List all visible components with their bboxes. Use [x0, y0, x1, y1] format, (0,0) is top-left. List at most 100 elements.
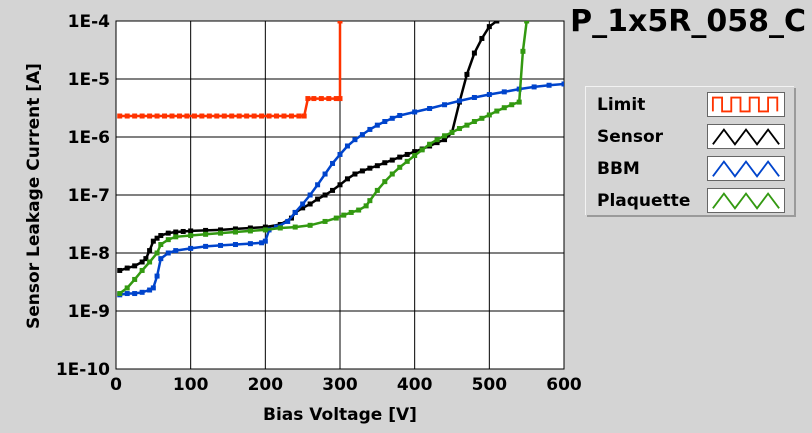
- data-point-plaquette: [158, 242, 164, 248]
- series-layer: [117, 21, 564, 298]
- data-point-plaquette: [117, 291, 123, 297]
- legend-swatch-sensor: [707, 124, 785, 149]
- legend-item-limit[interactable]: Limit: [586, 89, 794, 121]
- data-point-limit: [132, 113, 138, 119]
- data-point-sensor: [139, 259, 145, 265]
- data-point-plaquette: [188, 233, 194, 239]
- data-point-sensor: [165, 230, 171, 236]
- data-point-limit: [199, 113, 205, 119]
- data-point-sensor: [352, 171, 358, 177]
- data-point-bbm: [154, 273, 160, 279]
- data-point-sensor: [262, 224, 268, 230]
- data-point-bbm: [147, 287, 153, 293]
- x-tick-label: 400: [397, 375, 433, 395]
- data-point-sensor: [154, 235, 160, 241]
- data-point-limit: [214, 113, 220, 119]
- data-point-bbm: [132, 291, 138, 297]
- data-point-bbm: [427, 106, 433, 112]
- legend-line-bbm: [712, 160, 780, 178]
- data-point-bbm: [315, 182, 321, 188]
- data-point-plaquette: [147, 259, 153, 265]
- data-point-bbm: [389, 115, 395, 121]
- data-point-sensor: [132, 263, 138, 269]
- data-point-sensor: [143, 256, 149, 262]
- data-point-plaquette: [419, 147, 425, 153]
- chart-title: P_1x5R_058_C: [570, 4, 806, 39]
- data-point-plaquette: [139, 267, 145, 273]
- data-point-bbm: [300, 201, 306, 207]
- x-tick-label: 200: [248, 375, 284, 395]
- data-point-bbm: [359, 132, 365, 138]
- data-point-plaquette: [389, 171, 395, 177]
- legend-item-plaquette[interactable]: Plaquette: [586, 185, 794, 217]
- y-tick-label: 1E-4: [68, 12, 110, 32]
- legend-label-sensor: Sensor: [597, 127, 664, 147]
- y-tick-label: 1E-5: [68, 70, 110, 90]
- data-point-sensor: [374, 163, 380, 169]
- data-point-plaquette: [434, 137, 440, 143]
- data-point-bbm: [330, 160, 336, 166]
- series-limit: [117, 21, 343, 119]
- data-point-plaquette: [232, 229, 238, 235]
- data-point-plaquette: [404, 158, 410, 164]
- data-point-sensor: [247, 225, 253, 231]
- data-point-plaquette: [262, 227, 268, 233]
- data-point-limit: [236, 113, 242, 119]
- data-point-bbm: [382, 119, 388, 125]
- data-point-plaquette: [524, 21, 530, 24]
- data-point-bbm: [374, 122, 380, 128]
- data-point-limit: [206, 113, 212, 119]
- legend-label-bbm: BBM: [597, 159, 640, 179]
- data-point-limit: [259, 113, 265, 119]
- data-point-limit: [305, 96, 311, 102]
- data-point-bbm: [203, 243, 209, 249]
- x-tick-label: 0: [110, 375, 122, 395]
- data-point-limit: [184, 113, 190, 119]
- data-point-bbm: [471, 94, 477, 100]
- data-point-bbm: [139, 289, 145, 295]
- data-point-plaquette: [341, 212, 347, 218]
- data-point-bbm: [165, 250, 171, 256]
- data-point-bbm: [322, 171, 328, 177]
- legend-label-limit: Limit: [597, 95, 646, 115]
- data-point-plaquette: [247, 228, 253, 234]
- data-point-plaquette: [516, 99, 522, 105]
- data-point-plaquette: [464, 122, 470, 128]
- legend-item-bbm[interactable]: BBM: [586, 153, 794, 185]
- data-point-limit: [337, 21, 343, 24]
- data-point-sensor: [464, 71, 470, 77]
- data-point-bbm: [337, 151, 343, 157]
- data-point-bbm: [397, 112, 403, 118]
- data-point-sensor: [397, 154, 403, 160]
- data-point-bbm: [456, 98, 462, 104]
- data-point-plaquette: [132, 276, 138, 282]
- data-point-plaquette: [486, 112, 492, 118]
- data-point-limit: [229, 113, 235, 119]
- data-point-sensor: [322, 192, 328, 198]
- x-tick-label: 600: [546, 375, 582, 395]
- data-point-bbm: [486, 92, 492, 98]
- data-point-bbm: [561, 81, 564, 87]
- data-point-plaquette: [471, 119, 477, 125]
- data-point-limit: [288, 113, 294, 119]
- data-point-bbm: [232, 242, 238, 248]
- grid-lines: [115, 20, 565, 370]
- x-axis-label: Bias Voltage [V]: [263, 405, 417, 425]
- legend-item-sensor[interactable]: Sensor: [586, 121, 794, 153]
- data-point-bbm: [218, 242, 224, 248]
- data-point-sensor: [486, 24, 492, 30]
- data-point-bbm: [173, 248, 179, 254]
- data-point-limit: [333, 96, 339, 102]
- data-point-sensor: [117, 267, 123, 273]
- data-point-bbm: [352, 137, 358, 143]
- y-tick-label: 1E-7: [68, 186, 110, 206]
- data-point-plaquette: [154, 250, 160, 256]
- data-point-plaquette: [165, 237, 171, 243]
- series-bbm: [117, 81, 564, 298]
- legend-line-limit: [711, 96, 779, 113]
- data-point-sensor: [494, 21, 500, 24]
- data-point-sensor: [232, 226, 238, 232]
- data-point-sensor: [173, 229, 179, 235]
- data-point-sensor: [150, 238, 156, 244]
- x-tick-label: 100: [173, 375, 209, 395]
